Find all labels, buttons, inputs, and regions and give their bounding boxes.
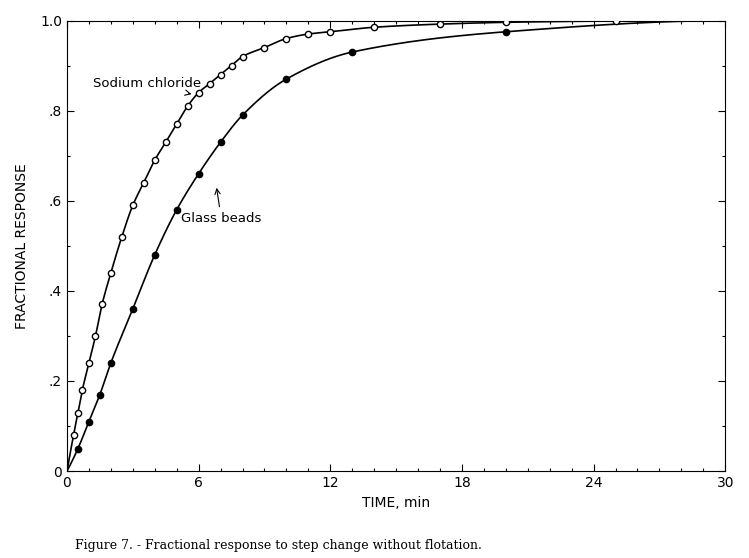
- Text: Sodium chloride: Sodium chloride: [94, 77, 201, 95]
- X-axis label: TIME, min: TIME, min: [362, 496, 430, 509]
- Y-axis label: FRACTIONAL RESPONSE: FRACTIONAL RESPONSE: [15, 163, 29, 329]
- Text: Figure 7. - Fractional response to step change without flotation.: Figure 7. - Fractional response to step …: [75, 540, 482, 552]
- Text: Glass beads: Glass beads: [181, 189, 261, 225]
